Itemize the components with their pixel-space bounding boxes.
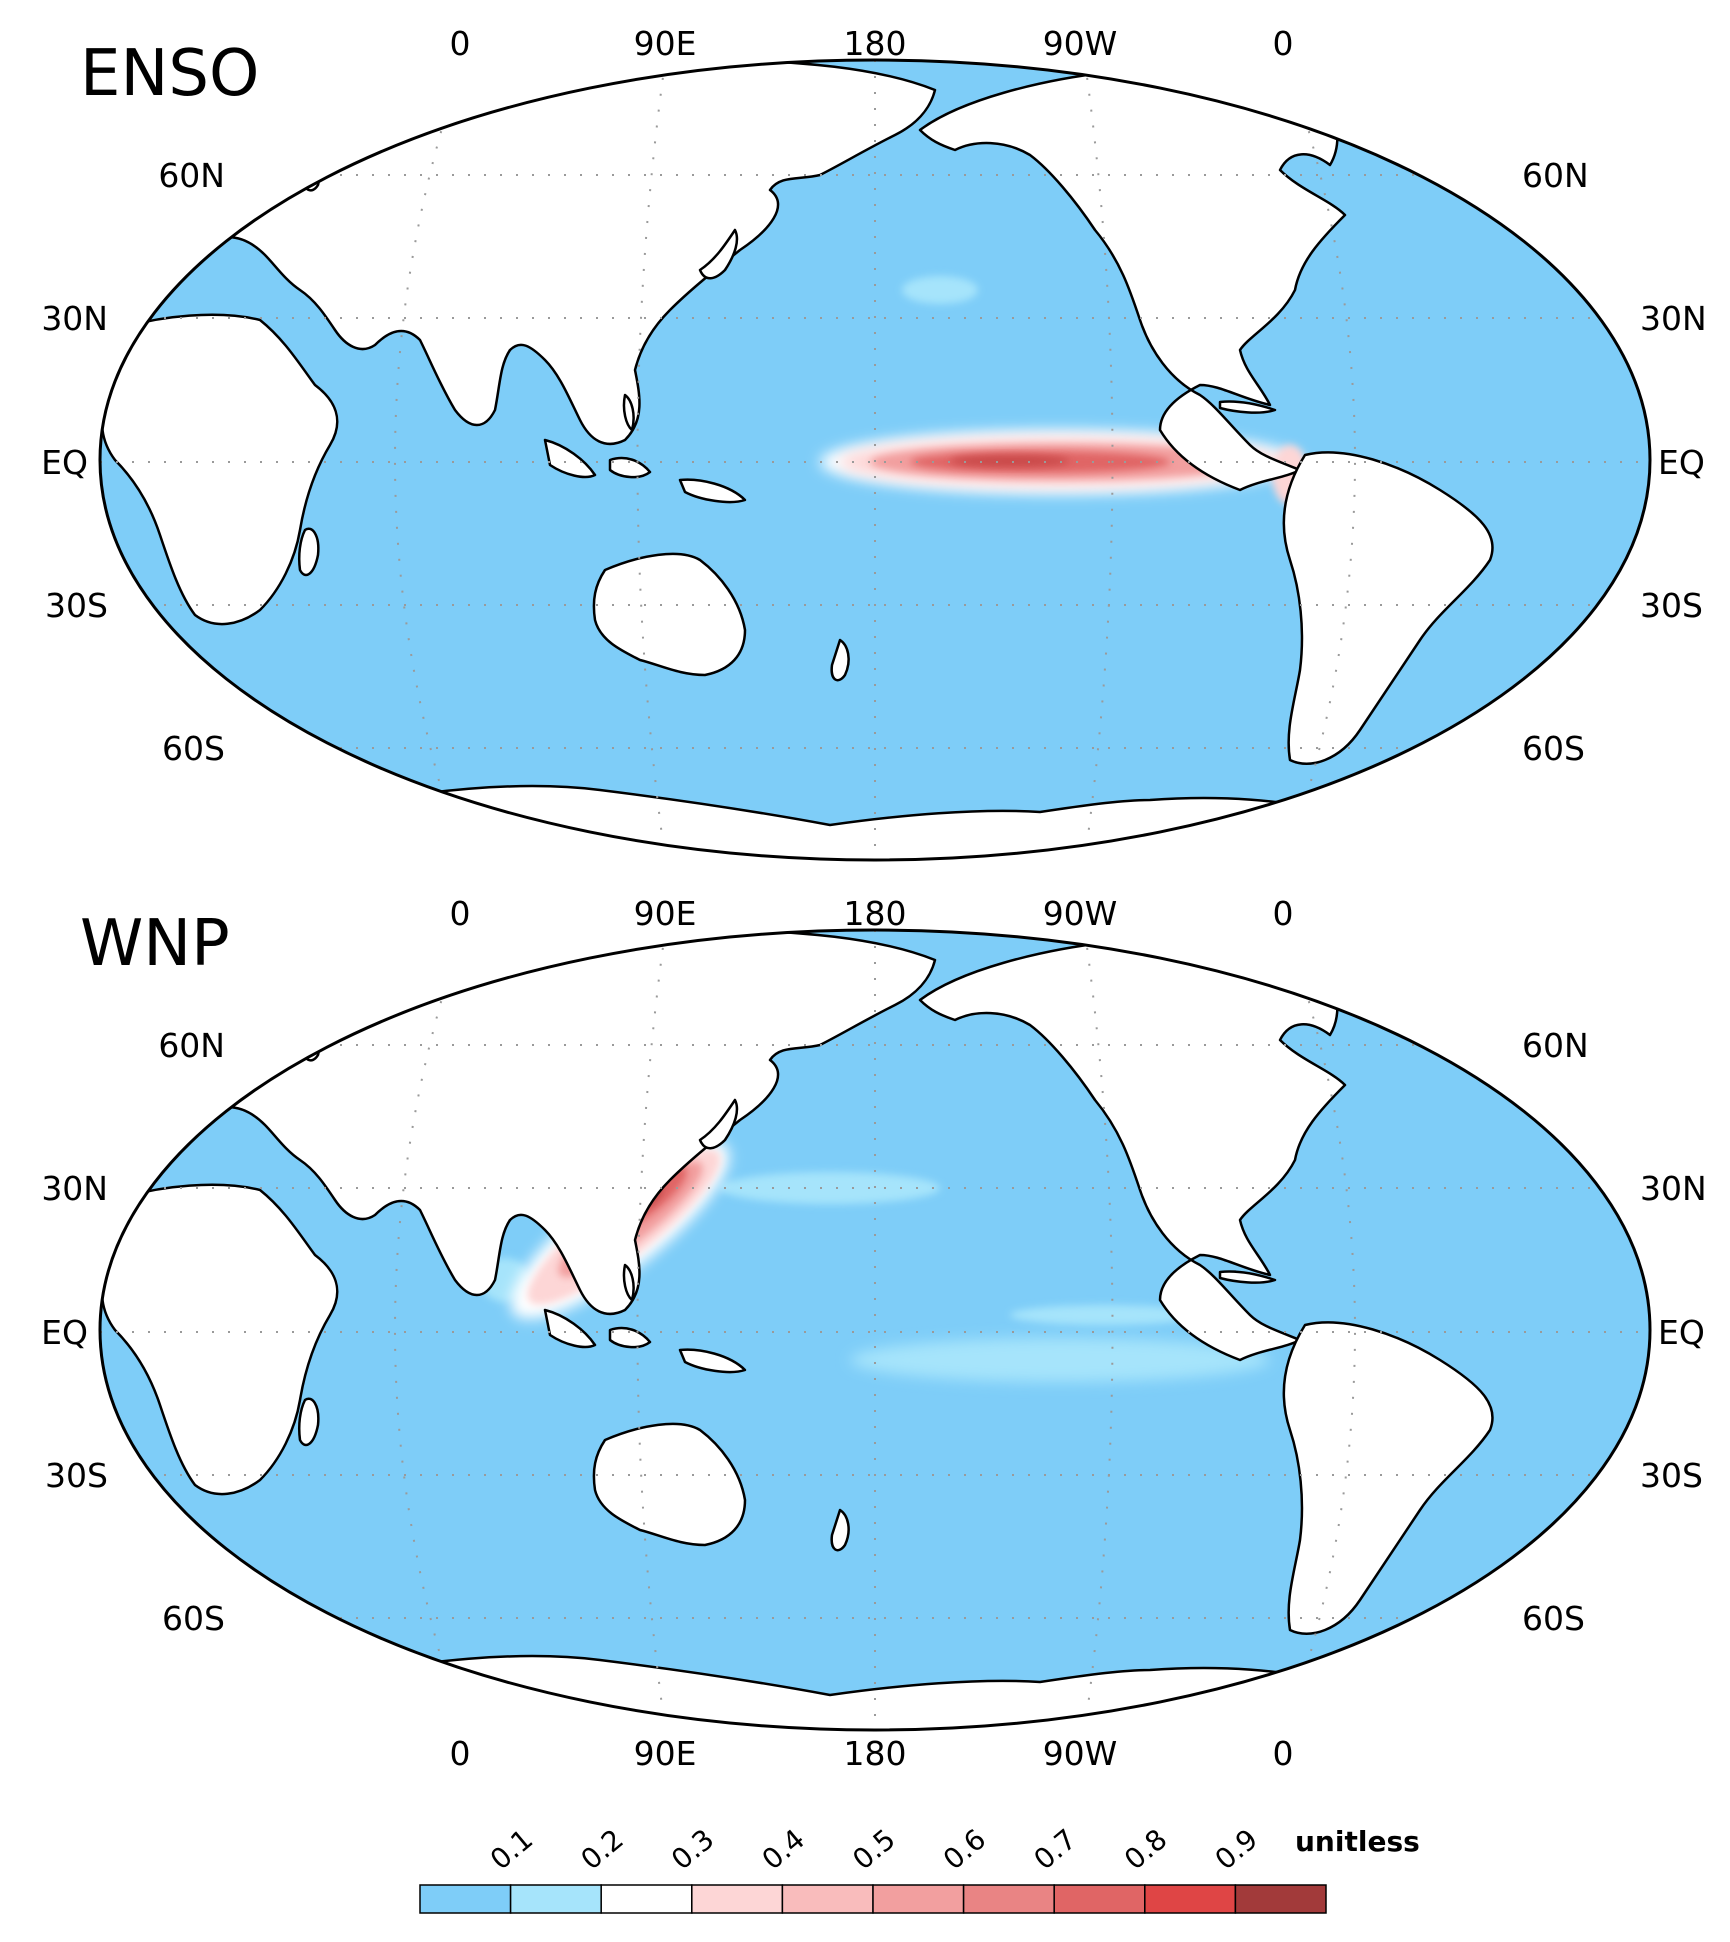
lon-label: 0 xyxy=(450,894,471,933)
panel-enso: ENSO xyxy=(41,24,1707,862)
colorbar: 0.1 0.2 0.3 0.4 0.5 0.6 0.7 0.8 0.9 unitless xyxy=(419,1822,1420,1914)
colorbar-box xyxy=(1144,1884,1237,1914)
colorbar-box xyxy=(509,1884,602,1914)
colorbar-boxes xyxy=(419,1884,1327,1914)
lat-label: 30S xyxy=(45,1456,108,1495)
colorbar-box xyxy=(1234,1884,1327,1914)
lon-labels-top: 0 90E 180 90W 0 xyxy=(450,24,1294,63)
colorbar-tick-label: 0.3 xyxy=(665,1822,720,1876)
graticule xyxy=(100,60,1650,860)
colorbar-tick-label: 0.7 xyxy=(1027,1822,1082,1876)
map-wnp xyxy=(100,930,1650,1730)
colorbar-tick-label: 0.4 xyxy=(756,1822,811,1876)
lat-labels-left: 60N 30N EQ 30S 60S xyxy=(41,156,225,768)
lat-labels-right: 60N 30N EQ 30S 60S xyxy=(1522,1026,1707,1638)
lat-label: 30N xyxy=(1640,299,1707,338)
map-frame xyxy=(98,928,1652,1732)
lat-label: 30S xyxy=(1640,586,1703,625)
lon-label: 0 xyxy=(1273,1734,1294,1773)
lat-label: EQ xyxy=(41,443,88,482)
lat-label: 60N xyxy=(158,156,225,195)
lat-label: 30N xyxy=(41,1169,108,1208)
colorbar-tick-label: 0.8 xyxy=(1118,1822,1173,1876)
lon-label: 90W xyxy=(1043,894,1118,933)
colorbar-unit: unitless xyxy=(1295,1825,1420,1858)
colorbar-box xyxy=(691,1884,784,1914)
map-frame xyxy=(98,58,1652,862)
lon-label: 90W xyxy=(1043,1734,1118,1773)
lon-label: 90E xyxy=(634,894,697,933)
colorbar-box xyxy=(600,1884,693,1914)
graticule xyxy=(100,930,1650,1730)
colorbar-tick-label: 0.2 xyxy=(574,1822,629,1876)
colorbar-box xyxy=(872,1884,965,1914)
colorbar-tick-label: 0.9 xyxy=(1209,1822,1264,1876)
lat-label: 60S xyxy=(1522,729,1585,768)
colorbar-box xyxy=(1053,1884,1146,1914)
lat-label: 30S xyxy=(1640,1456,1703,1495)
lon-label: 90E xyxy=(634,24,697,63)
colorbar-tick-label: 0.6 xyxy=(937,1822,992,1876)
lon-label: 0 xyxy=(1273,894,1294,933)
lon-labels-bottom: 0 90E 180 90W 0 xyxy=(450,1734,1294,1773)
colorbar-box xyxy=(419,1884,512,1914)
lat-label: 30S xyxy=(45,586,108,625)
panel-wnp: WNP xyxy=(41,894,1707,1773)
lat-label: 60N xyxy=(158,1026,225,1065)
lat-label: EQ xyxy=(1658,443,1705,482)
lat-label: 60S xyxy=(162,729,225,768)
colorbar-labels: 0.1 0.2 0.3 0.4 0.5 0.6 0.7 0.8 0.9 xyxy=(484,1822,1264,1876)
lon-label: 0 xyxy=(450,1734,471,1773)
colorbar-tick-label: 0.1 xyxy=(484,1822,539,1876)
panel-title: ENSO xyxy=(80,37,259,111)
lat-label: 60N xyxy=(1522,1026,1589,1065)
lat-label: 30N xyxy=(1640,1169,1707,1208)
lat-label: 30N xyxy=(41,299,108,338)
lat-labels-right: 60N 30N EQ 30S 60S xyxy=(1522,156,1707,768)
colorbar-box xyxy=(781,1884,874,1914)
lon-label: 180 xyxy=(844,1734,907,1773)
lon-label: 0 xyxy=(450,24,471,63)
lat-label: 60S xyxy=(1522,1599,1585,1638)
map-enso xyxy=(100,60,1650,860)
lat-label: EQ xyxy=(41,1313,88,1352)
lon-label: 90E xyxy=(634,1734,697,1773)
lat-label: 60N xyxy=(1522,156,1589,195)
lon-label: 0 xyxy=(1273,24,1294,63)
lon-label: 180 xyxy=(844,894,907,933)
lat-label: EQ xyxy=(1658,1313,1705,1352)
colorbar-box xyxy=(962,1884,1055,1914)
lon-label: 180 xyxy=(844,24,907,63)
colorbar-tick-label: 0.5 xyxy=(846,1822,901,1876)
lat-label: 60S xyxy=(162,1599,225,1638)
panel-title: WNP xyxy=(80,907,230,981)
lon-label: 90W xyxy=(1043,24,1118,63)
lon-labels-top: 0 90E 180 90W 0 xyxy=(450,894,1294,933)
lat-labels-left: 60N 30N EQ 30S 60S xyxy=(41,1026,225,1638)
